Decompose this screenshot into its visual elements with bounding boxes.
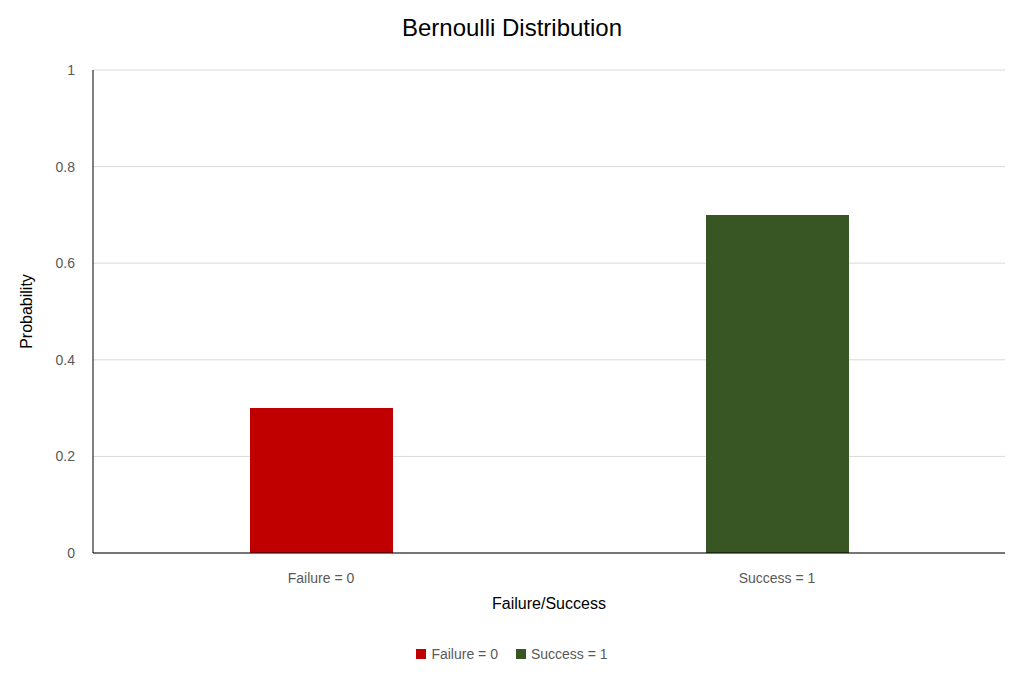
svg-text:1: 1 [67,62,75,78]
svg-text:Success = 1: Success = 1 [739,570,816,586]
svg-text:0.8: 0.8 [56,159,76,175]
html-text:Bernoulli Distribution: Bernoulli Distribution [401,14,622,41]
html-text:Failure = 0: Failure = 0 [431,646,498,662]
svg-text:0: 0 [67,545,75,561]
svg-text:Probability: Probability [18,274,35,349]
svg-text:0.4: 0.4 [56,352,76,368]
svg-text:Failure = 0: Failure = 0 [288,570,355,586]
html-text:Success = 1: Success = 1 [530,646,608,662]
svg-text:0.2: 0.2 [56,448,76,464]
svg-text:Failure/Success: Failure/Success [492,595,606,612]
svg-text:0.6: 0.6 [56,255,76,271]
